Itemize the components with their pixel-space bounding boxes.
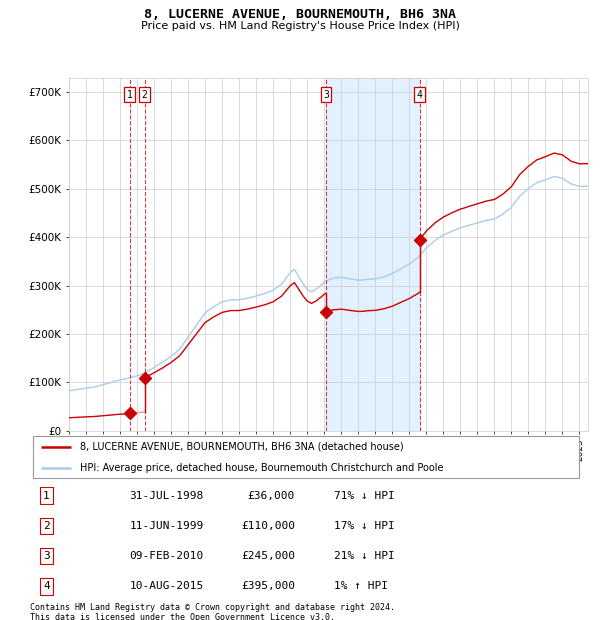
Text: 31-JUL-1998: 31-JUL-1998: [130, 490, 203, 500]
Text: 2: 2: [43, 521, 50, 531]
Text: 1: 1: [43, 490, 50, 500]
Text: 71% ↓ HPI: 71% ↓ HPI: [334, 490, 394, 500]
Text: 11-JUN-1999: 11-JUN-1999: [130, 521, 203, 531]
Text: 17% ↓ HPI: 17% ↓ HPI: [334, 521, 394, 531]
Text: 8, LUCERNE AVENUE, BOURNEMOUTH, BH6 3NA (detached house): 8, LUCERNE AVENUE, BOURNEMOUTH, BH6 3NA …: [80, 441, 403, 451]
Text: 3: 3: [43, 551, 50, 561]
Text: Contains HM Land Registry data © Crown copyright and database right 2024.: Contains HM Land Registry data © Crown c…: [30, 603, 395, 612]
Text: 09-FEB-2010: 09-FEB-2010: [130, 551, 203, 561]
FancyBboxPatch shape: [33, 436, 579, 478]
Text: 4: 4: [43, 582, 50, 591]
Text: 3: 3: [323, 90, 329, 100]
Text: 8, LUCERNE AVENUE, BOURNEMOUTH, BH6 3NA: 8, LUCERNE AVENUE, BOURNEMOUTH, BH6 3NA: [144, 8, 456, 21]
Text: Price paid vs. HM Land Registry's House Price Index (HPI): Price paid vs. HM Land Registry's House …: [140, 21, 460, 31]
Text: £110,000: £110,000: [241, 521, 295, 531]
Text: £395,000: £395,000: [241, 582, 295, 591]
Text: 1% ↑ HPI: 1% ↑ HPI: [334, 582, 388, 591]
Text: £245,000: £245,000: [241, 551, 295, 561]
Text: HPI: Average price, detached house, Bournemouth Christchurch and Poole: HPI: Average price, detached house, Bour…: [80, 463, 443, 473]
Text: 2: 2: [142, 90, 148, 100]
Text: 4: 4: [416, 90, 422, 100]
Text: 21% ↓ HPI: 21% ↓ HPI: [334, 551, 394, 561]
Text: £36,000: £36,000: [248, 490, 295, 500]
Text: This data is licensed under the Open Government Licence v3.0.: This data is licensed under the Open Gov…: [30, 613, 335, 620]
Text: 10-AUG-2015: 10-AUG-2015: [130, 582, 203, 591]
Bar: [326, 78, 419, 431]
Text: 1: 1: [127, 90, 133, 100]
